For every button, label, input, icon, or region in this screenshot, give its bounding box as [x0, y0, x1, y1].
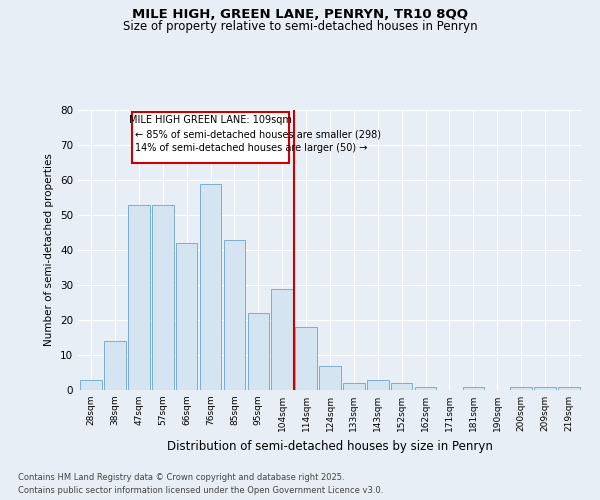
- FancyBboxPatch shape: [132, 112, 289, 162]
- Bar: [176, 243, 197, 390]
- Bar: [152, 204, 173, 390]
- Bar: [367, 380, 389, 390]
- Text: ← 85% of semi-detached houses are smaller (298): ← 85% of semi-detached houses are smalle…: [136, 129, 382, 139]
- Bar: [415, 386, 436, 390]
- Bar: [128, 204, 149, 390]
- Text: Size of property relative to semi-detached houses in Penryn: Size of property relative to semi-detach…: [122, 20, 478, 33]
- Bar: [343, 383, 365, 390]
- Bar: [319, 366, 341, 390]
- Text: Contains public sector information licensed under the Open Government Licence v3: Contains public sector information licen…: [18, 486, 383, 495]
- Bar: [511, 386, 532, 390]
- X-axis label: Distribution of semi-detached houses by size in Penryn: Distribution of semi-detached houses by …: [167, 440, 493, 452]
- Bar: [391, 383, 412, 390]
- Bar: [463, 386, 484, 390]
- Text: MILE HIGH, GREEN LANE, PENRYN, TR10 8QQ: MILE HIGH, GREEN LANE, PENRYN, TR10 8QQ: [132, 8, 468, 20]
- Bar: [248, 313, 269, 390]
- Bar: [224, 240, 245, 390]
- Bar: [80, 380, 102, 390]
- Bar: [295, 327, 317, 390]
- Bar: [200, 184, 221, 390]
- Text: MILE HIGH GREEN LANE: 109sqm: MILE HIGH GREEN LANE: 109sqm: [129, 116, 292, 125]
- Bar: [104, 341, 126, 390]
- Text: 14% of semi-detached houses are larger (50) →: 14% of semi-detached houses are larger (…: [136, 143, 368, 153]
- Y-axis label: Number of semi-detached properties: Number of semi-detached properties: [44, 154, 55, 346]
- Bar: [271, 288, 293, 390]
- Bar: [558, 386, 580, 390]
- Bar: [534, 386, 556, 390]
- Text: Contains HM Land Registry data © Crown copyright and database right 2025.: Contains HM Land Registry data © Crown c…: [18, 474, 344, 482]
